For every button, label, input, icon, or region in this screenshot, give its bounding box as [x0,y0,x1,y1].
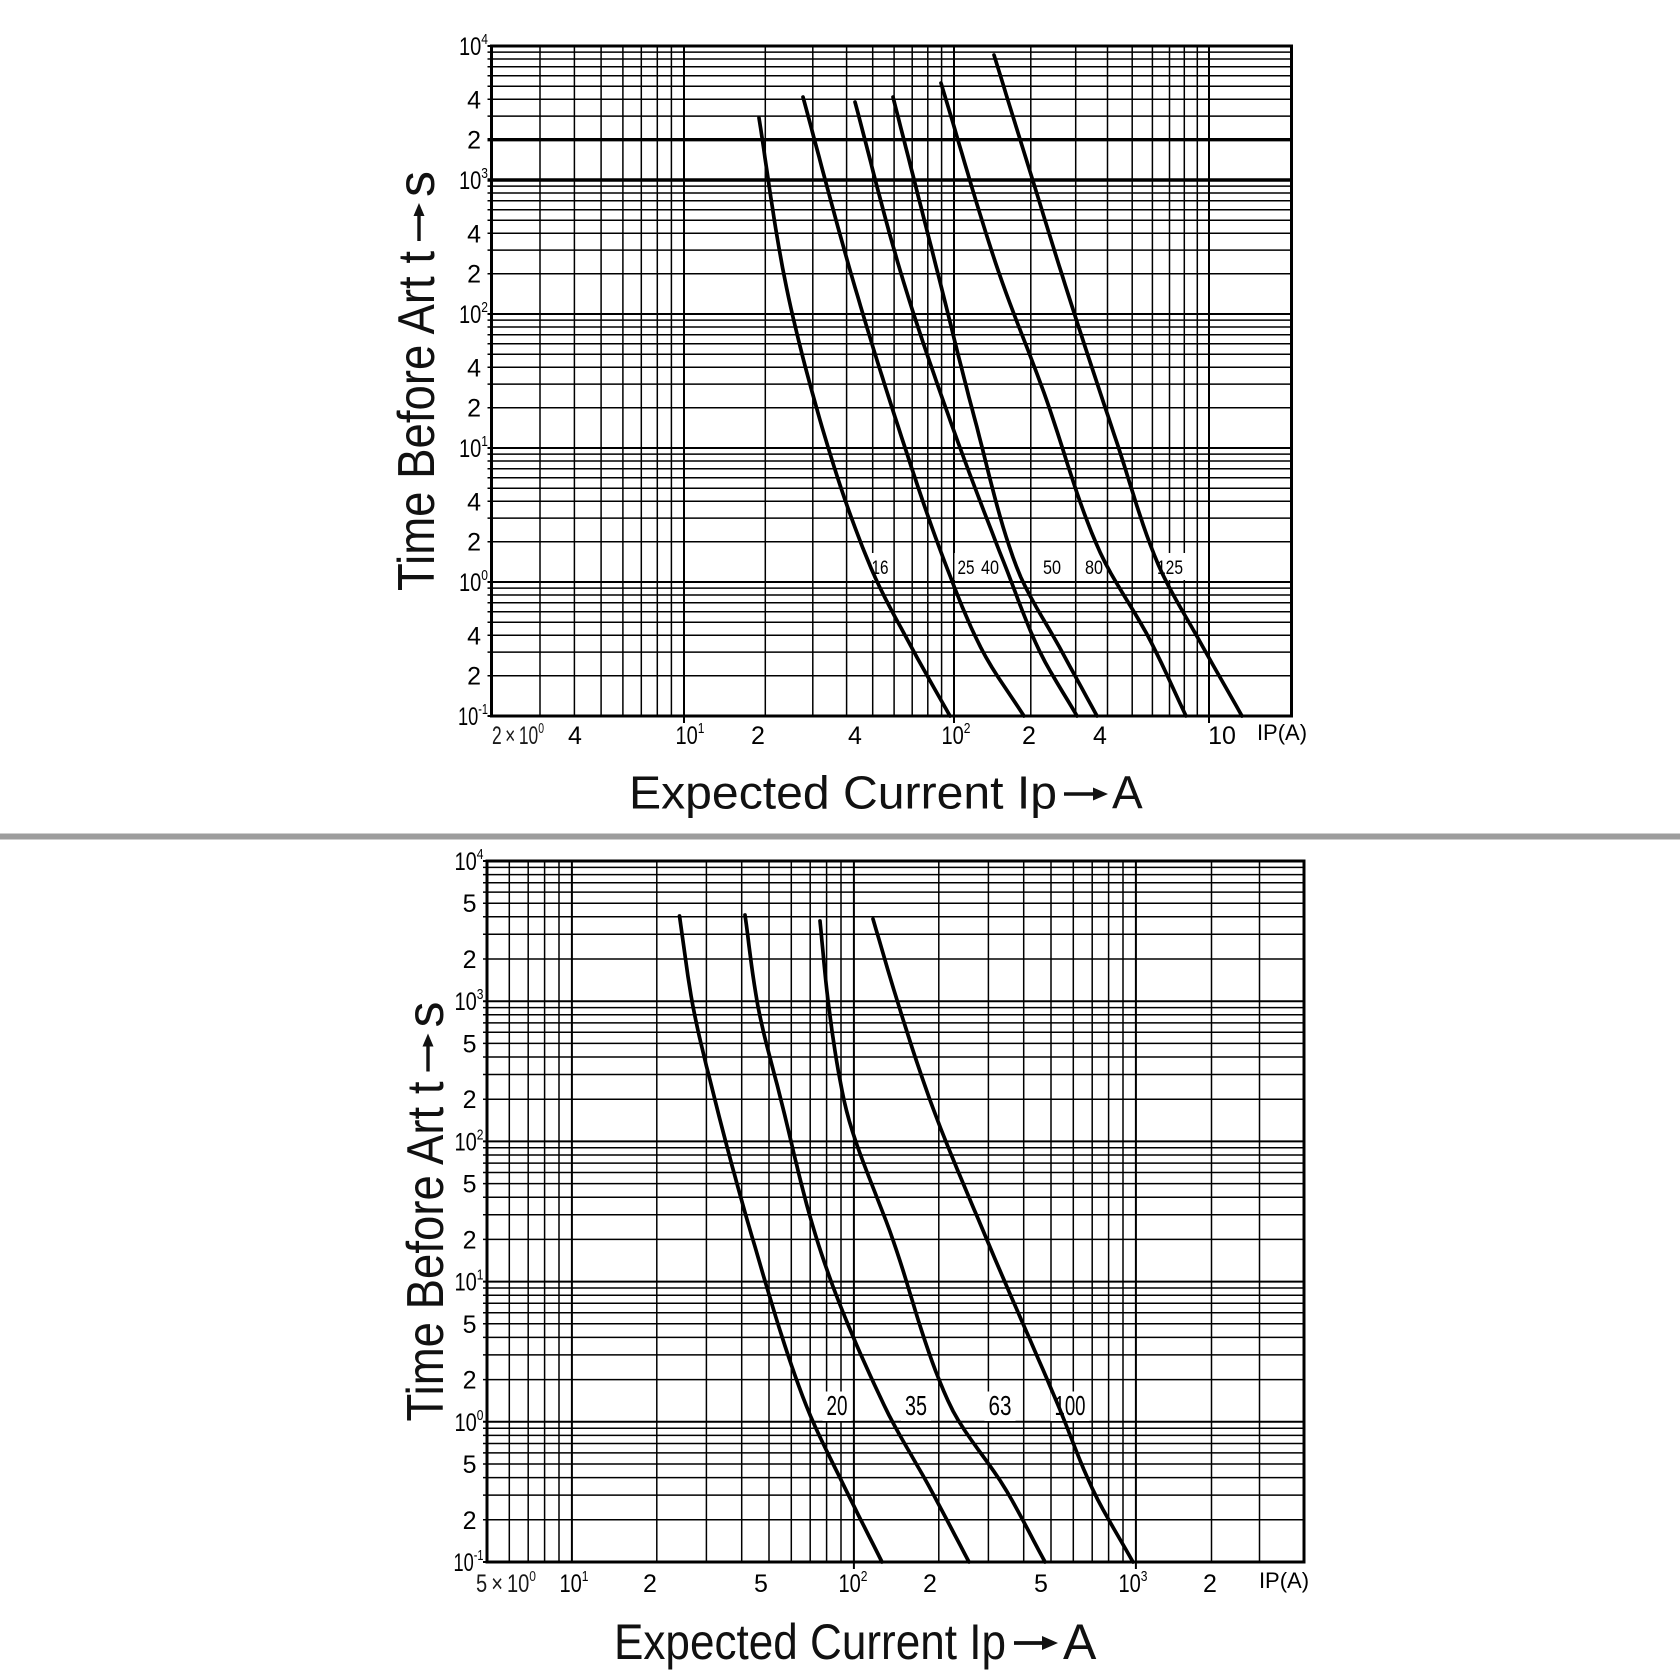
svg-text:40: 40 [981,558,999,579]
svg-text:10: 10 [1208,722,1236,750]
svg-text:2: 2 [463,1507,477,1535]
svg-text:4: 4 [467,622,481,650]
svg-text:s: s [397,1002,455,1028]
svg-text:A: A [1112,767,1143,819]
svg-text:Expected Current Ip: Expected Current Ip [629,767,1057,819]
svg-text:Time Before Art t: Time Before Art t [397,1081,455,1421]
svg-text:5: 5 [463,890,477,918]
svg-text:25: 25 [958,558,975,579]
svg-text:Expected Current Ip: Expected Current Ip [614,1614,1006,1670]
svg-text:2: 2 [463,1086,477,1114]
svg-text:20: 20 [827,1390,848,1421]
svg-text:4: 4 [467,354,481,382]
svg-text:80: 80 [1085,558,1103,579]
svg-text:5: 5 [463,1311,477,1339]
svg-text:4: 4 [568,722,582,750]
svg-text:2: 2 [467,663,481,691]
svg-text:5 × 100: 5 × 100 [476,1568,536,1598]
svg-text:5: 5 [754,1570,768,1598]
svg-text:4: 4 [467,220,481,248]
svg-text:IP(A): IP(A) [1259,1568,1309,1593]
svg-text:103: 103 [455,986,484,1016]
svg-text:2: 2 [463,1226,477,1254]
svg-text:Time Before Art t: Time Before Art t [388,251,446,591]
svg-text:10-1: 10-1 [458,701,488,731]
svg-text:2: 2 [467,127,481,155]
svg-text:2: 2 [467,395,481,423]
svg-text:IP(A): IP(A) [1257,720,1307,745]
svg-text:35: 35 [905,1390,927,1421]
svg-text:2: 2 [463,1367,477,1395]
svg-text:50: 50 [1043,558,1061,579]
svg-text:4: 4 [1093,722,1107,750]
svg-text:2: 2 [923,1570,937,1598]
svg-text:2: 2 [751,722,765,750]
svg-text:63: 63 [989,1390,1012,1421]
svg-text:4: 4 [848,722,862,750]
svg-text:s: s [388,171,446,197]
svg-text:2 × 100: 2 × 100 [492,720,544,750]
svg-text:5: 5 [463,1171,477,1199]
svg-text:5: 5 [463,1030,477,1058]
svg-text:2: 2 [467,261,481,289]
svg-text:2: 2 [467,529,481,557]
svg-text:5: 5 [1034,1570,1048,1598]
svg-text:4: 4 [467,488,481,516]
svg-text:2: 2 [1022,722,1036,750]
svg-text:A: A [1063,1614,1097,1670]
svg-text:16: 16 [872,558,889,579]
svg-text:4: 4 [467,86,481,114]
svg-text:5: 5 [463,1451,477,1479]
svg-text:2: 2 [1203,1570,1217,1598]
svg-text:2: 2 [463,946,477,974]
svg-text:2: 2 [643,1570,657,1598]
